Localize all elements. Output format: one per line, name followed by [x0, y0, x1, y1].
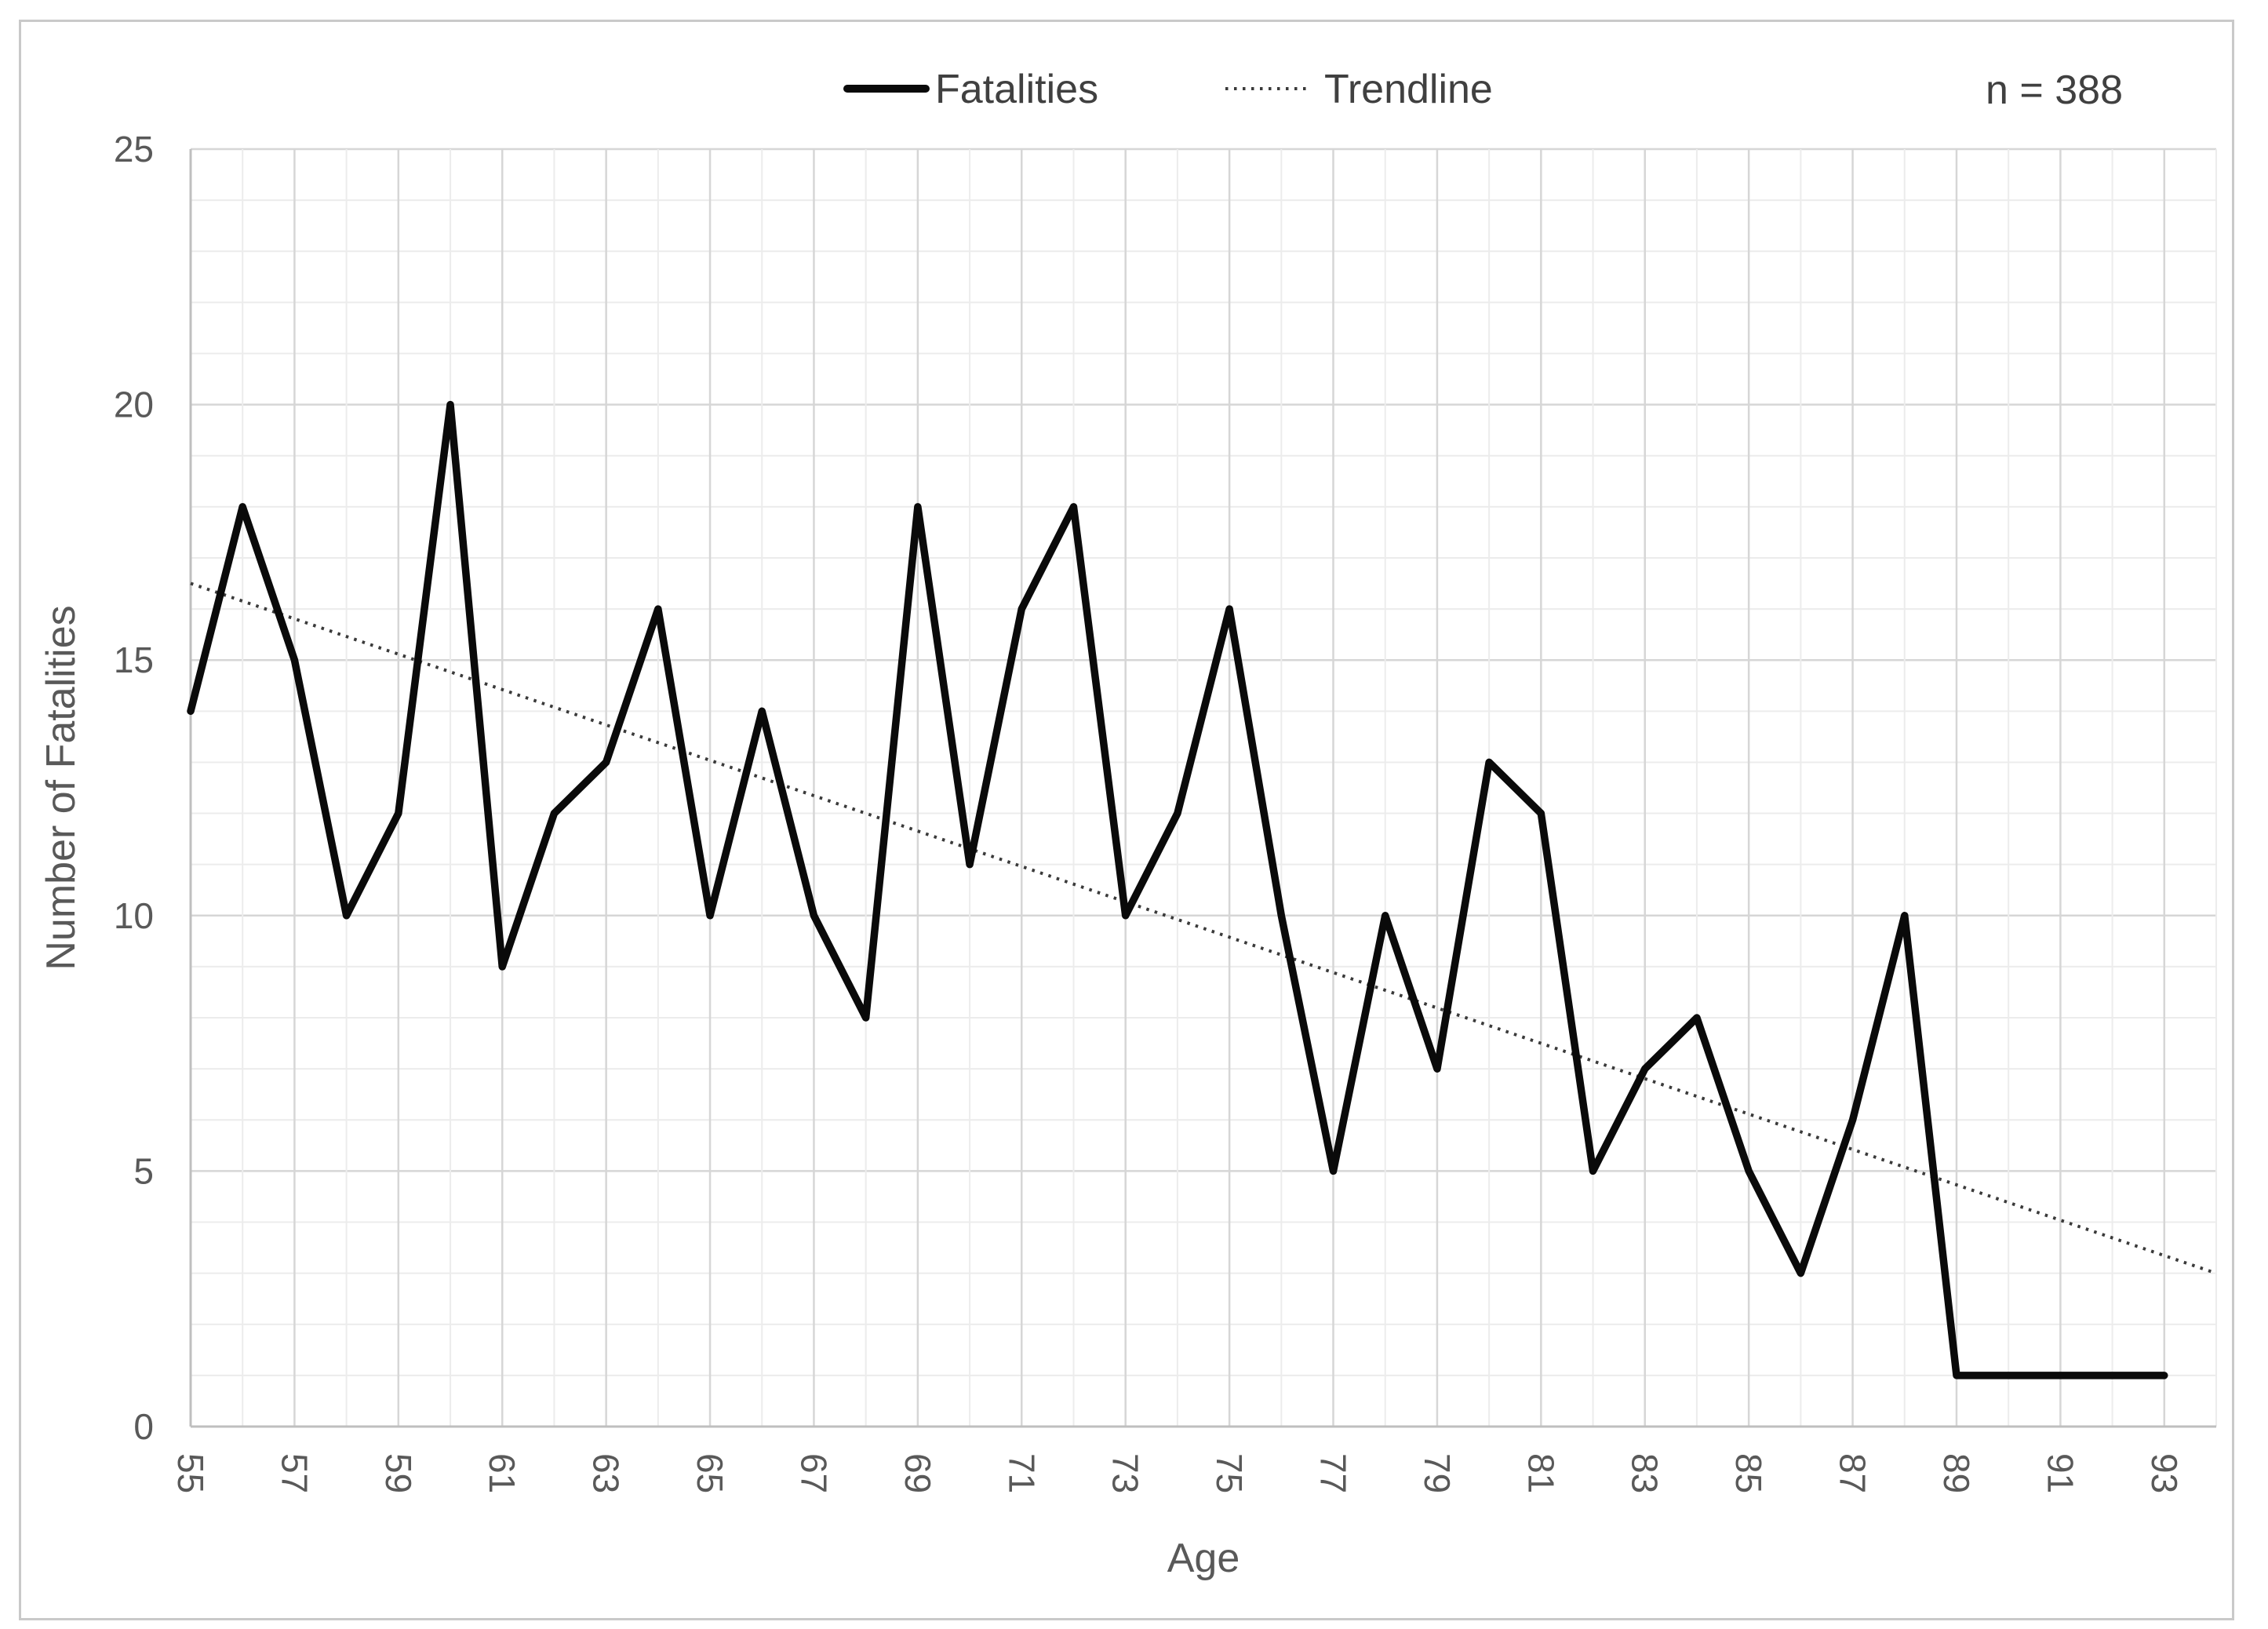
x-tick-label: 79: [1417, 1453, 1458, 1493]
x-tick-label: 85: [1728, 1453, 1769, 1493]
x-tick-label: 63: [586, 1453, 627, 1493]
series-layer: [187, 400, 2217, 1379]
x-tick-label: 59: [378, 1453, 419, 1493]
x-tick-label: 69: [897, 1453, 938, 1493]
x-tick-label: 55: [170, 1453, 211, 1493]
y-tick-label: 20: [114, 384, 154, 425]
y-tick-label: 10: [114, 895, 154, 936]
y-tick-label: 5: [133, 1150, 154, 1191]
x-tick-label: 93: [2144, 1453, 2185, 1493]
x-tick-label: 67: [793, 1453, 834, 1493]
x-tick-label: 75: [1209, 1453, 1250, 1493]
y-axis-title: Number of Fatalities: [38, 605, 84, 970]
y-tick-label: 25: [114, 129, 154, 169]
x-tick-label: 71: [1001, 1453, 1042, 1493]
x-tick-label: 89: [1936, 1453, 1977, 1493]
grid-layer: [189, 148, 2217, 1428]
x-tick-label: 73: [1105, 1453, 1146, 1493]
y-tick-label: 15: [114, 640, 154, 680]
legend: Fatalities Trendline: [843, 67, 1493, 112]
x-tick-label: 61: [482, 1453, 522, 1493]
chart-frame: [19, 20, 2234, 1620]
y-tick-label: 0: [133, 1406, 154, 1447]
fatalities-line-path: [187, 400, 2168, 1379]
tick-layer: 0 5 10 15 20 25 55 57 59 61 63 65 67 69 71 73 75 77 79 81 83…: [114, 129, 2185, 1493]
x-tick-label: 81: [1520, 1453, 1561, 1493]
legend-label-trendline: Trendline: [1324, 67, 1493, 112]
x-tick-label: 77: [1313, 1453, 1354, 1493]
x-tick-label: 57: [274, 1453, 315, 1493]
x-tick-label: 91: [2040, 1453, 2081, 1493]
legend-label-fatalities: Fatalities: [935, 67, 1098, 112]
x-tick-label: 87: [1833, 1453, 1873, 1493]
x-tick-label: 65: [690, 1453, 730, 1493]
x-tick-label: 83: [1625, 1453, 1666, 1493]
x-axis-title: Age: [1167, 1536, 1240, 1581]
sample-size-annotation: n = 388: [1986, 67, 2123, 113]
